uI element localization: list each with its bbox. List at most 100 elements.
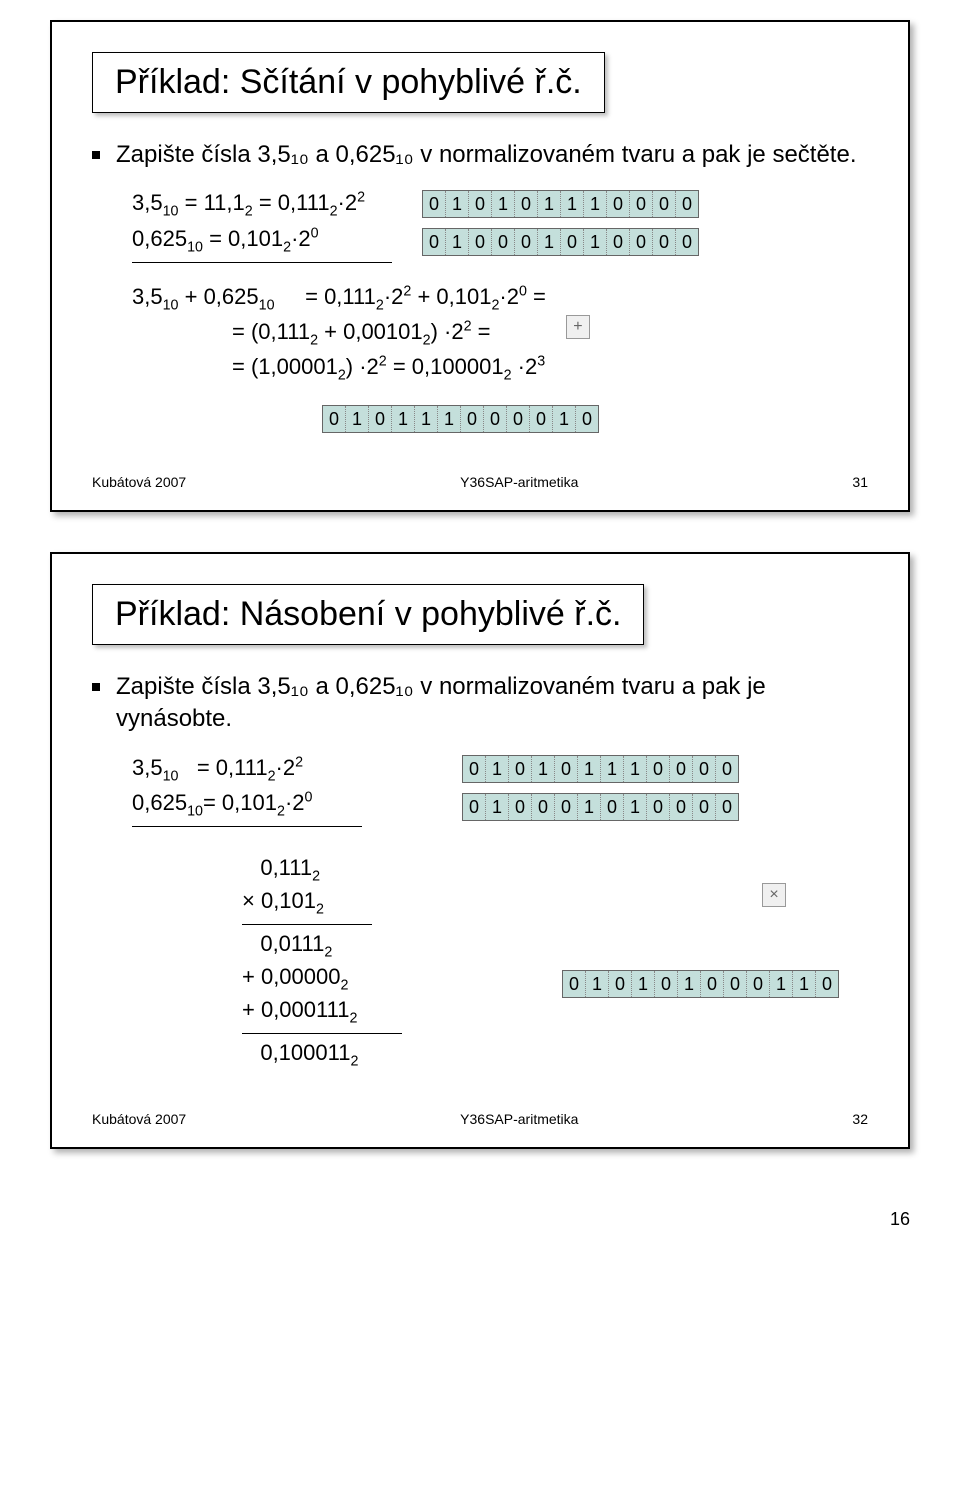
- bit-cell: 0: [675, 191, 698, 217]
- bit-cell: 0: [514, 229, 537, 255]
- calc-l4: + 0,000002: [242, 962, 402, 995]
- calc-l2: × 0,1012: [242, 886, 402, 919]
- slide-title: Příklad: Sčítání v pohyblivé ř.č.: [92, 52, 605, 113]
- bit-cell: 1: [623, 794, 646, 820]
- bit-cell: 0: [423, 191, 445, 217]
- bit-cell: 0: [460, 406, 483, 432]
- bit-cell: 1: [577, 794, 600, 820]
- slide-footer: Kubátová 2007 Y36SAP-aritmetika 31: [92, 474, 868, 490]
- bit-cell: 1: [623, 756, 646, 782]
- slide-footer: Kubátová 2007 Y36SAP-aritmetika 32: [92, 1111, 868, 1127]
- bit-cell: 1: [585, 971, 608, 997]
- bit-cell: 1: [491, 191, 514, 217]
- bit-cell: 1: [631, 971, 654, 997]
- bit-cell: 1: [391, 406, 414, 432]
- bullet-row: Zapište čísla 3,5₁₀ a 0,625₁₀ v normaliz…: [92, 671, 868, 736]
- slide-multiplication: Příklad: Násobení v pohyblivé ř.č. Zapiš…: [50, 552, 910, 1149]
- bit-cell: 0: [815, 971, 838, 997]
- bit-cell: 0: [575, 406, 598, 432]
- bit-cell: 1: [537, 191, 560, 217]
- sum-line-1: 3,510 + 0,62510 = 0,1112·22 + 0,1012·20 …: [132, 281, 546, 316]
- footer-left: Kubátová 2007: [92, 1111, 186, 1127]
- bit-cell: 0: [646, 794, 669, 820]
- divider: [242, 924, 372, 925]
- bullet-text: Zapište čísla 3,5₁₀ a 0,625₁₀ v normaliz…: [116, 671, 868, 736]
- footer-right: 32: [852, 1111, 868, 1127]
- bit-cell: 0: [463, 794, 485, 820]
- bit-cell: 0: [669, 794, 692, 820]
- bit-cell: 0: [531, 794, 554, 820]
- bit-cell: 0: [669, 756, 692, 782]
- bit-cell: 1: [769, 971, 792, 997]
- bit-cell: 0: [629, 191, 652, 217]
- calc-l6: 0,1000112: [242, 1038, 402, 1071]
- bitrow-a: 010101110000: [462, 755, 739, 783]
- bit-cell: 1: [445, 229, 468, 255]
- bit-cell: 1: [537, 229, 560, 255]
- bitrow-b: 010001010000: [462, 793, 739, 821]
- bit-cell: 0: [560, 229, 583, 255]
- bit-cell: 1: [437, 406, 460, 432]
- slide-title: Příklad: Násobení v pohyblivé ř.č.: [92, 584, 644, 645]
- bit-cell: 1: [583, 191, 606, 217]
- bit-cell: 1: [485, 756, 508, 782]
- bullet-text: Zapište čísla 3,5₁₀ a 0,625₁₀ v normaliz…: [116, 139, 856, 171]
- footer-left: Kubátová 2007: [92, 474, 186, 490]
- bit-cell: 0: [652, 229, 675, 255]
- bit-cell: 1: [677, 971, 700, 997]
- bit-cell: 1: [560, 191, 583, 217]
- bit-cell: 1: [600, 756, 623, 782]
- bit-cell: 0: [368, 406, 391, 432]
- bit-cell: 0: [629, 229, 652, 255]
- calc-l5: + 0,0001112: [242, 995, 402, 1028]
- bit-cell: 1: [577, 756, 600, 782]
- bit-cell: 0: [700, 971, 723, 997]
- bit-cell: 0: [646, 756, 669, 782]
- bit-cell: 0: [723, 971, 746, 997]
- bit-cell: 0: [508, 756, 531, 782]
- bit-cell: 0: [491, 229, 514, 255]
- bit-cell: 0: [652, 191, 675, 217]
- bullet-row: Zapište čísla 3,5₁₀ a 0,625₁₀ v normaliz…: [92, 139, 868, 171]
- bit-cell: 0: [463, 756, 485, 782]
- plus-icon: +: [566, 315, 590, 339]
- bit-cell: 0: [606, 229, 629, 255]
- bit-cell: 0: [508, 794, 531, 820]
- footer-mid: Y36SAP-aritmetika: [460, 474, 578, 490]
- bit-cell: 1: [485, 794, 508, 820]
- page-number: 16: [0, 1189, 960, 1270]
- bit-cell: 0: [554, 756, 577, 782]
- bullet-icon: [92, 151, 100, 159]
- bit-cell: 1: [531, 756, 554, 782]
- bit-cell: 1: [583, 229, 606, 255]
- bit-cell: 1: [792, 971, 815, 997]
- bit-cell: 0: [715, 794, 738, 820]
- bitrow-a: 010101110000: [422, 190, 699, 218]
- calc-l3: 0,01112: [242, 929, 402, 962]
- bit-cell: 0: [483, 406, 506, 432]
- divider: [132, 262, 392, 263]
- divider: [242, 1033, 402, 1034]
- expr-line-2: 0,62510= 0,1012·20: [132, 787, 432, 822]
- bit-cell: 0: [323, 406, 345, 432]
- bit-cell: 0: [675, 229, 698, 255]
- times-icon: ×: [762, 883, 786, 907]
- bit-cell: 0: [746, 971, 769, 997]
- bit-cell: 1: [445, 191, 468, 217]
- expr-line-2: 0,62510 = 0,1012·20: [132, 223, 392, 258]
- slide2-body: 3,510 = 0,1112·22 0,62510= 0,1012·20 010…: [132, 752, 868, 1072]
- slide-addition: Příklad: Sčítání v pohyblivé ř.č. Zapišt…: [50, 20, 910, 512]
- bit-cell: 0: [608, 971, 631, 997]
- bit-cell: 0: [715, 756, 738, 782]
- bit-cell: 0: [692, 756, 715, 782]
- footer-right: 31: [852, 474, 868, 490]
- bitrow-b: 010001010000: [422, 228, 699, 256]
- bit-cell: 0: [600, 794, 623, 820]
- bit-cell: 1: [552, 406, 575, 432]
- slide1-body: 3,510 = 11,12 = 0,1112·22 0,62510 = 0,10…: [132, 187, 868, 433]
- bit-cell: 0: [654, 971, 677, 997]
- bit-cell: 0: [529, 406, 552, 432]
- bullet-icon: [92, 683, 100, 691]
- bit-cell: 0: [692, 794, 715, 820]
- bit-cell: 1: [345, 406, 368, 432]
